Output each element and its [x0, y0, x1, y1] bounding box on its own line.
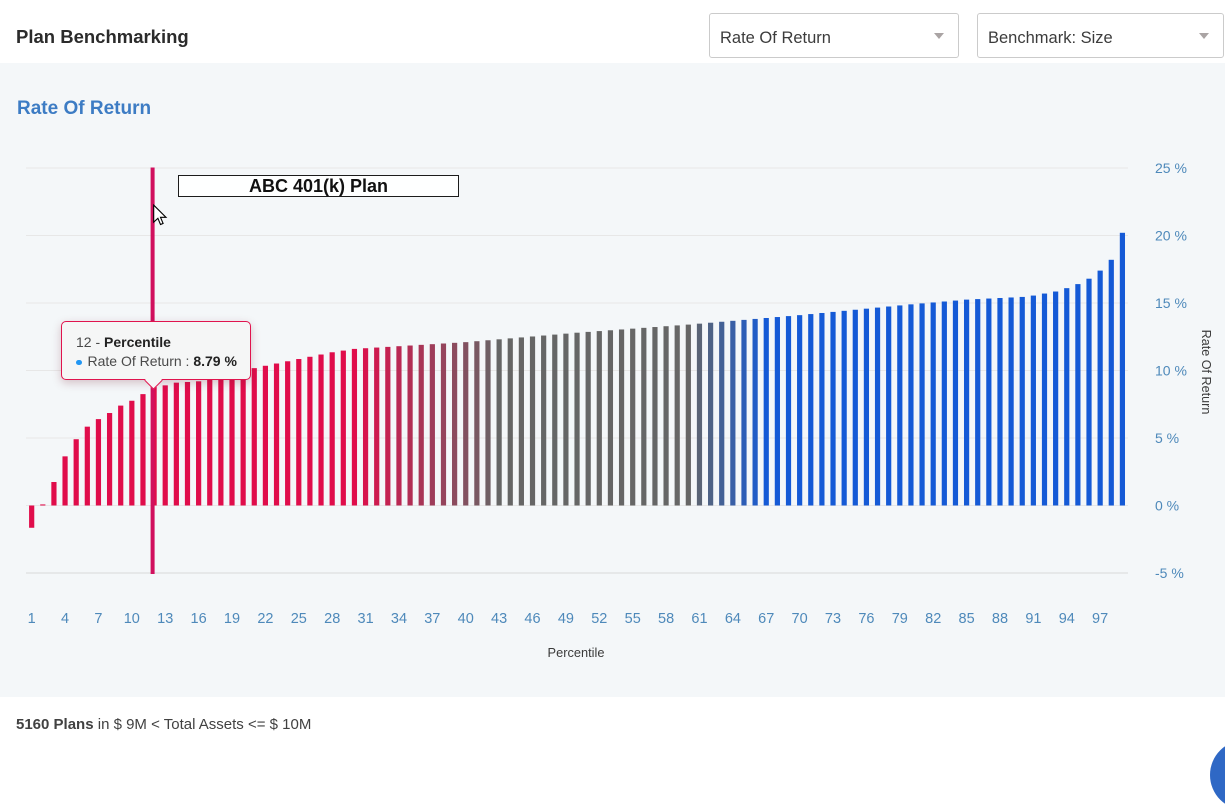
- svg-text:4: 4: [61, 611, 69, 627]
- svg-text:15 %: 15 %: [1155, 295, 1187, 311]
- svg-text:85: 85: [959, 611, 975, 627]
- svg-text:46: 46: [524, 611, 540, 627]
- svg-text:70: 70: [792, 611, 808, 627]
- svg-text:10: 10: [124, 611, 140, 627]
- svg-text:73: 73: [825, 611, 841, 627]
- svg-text:34: 34: [391, 611, 407, 627]
- svg-text:49: 49: [558, 611, 574, 627]
- svg-text:37: 37: [424, 611, 440, 627]
- svg-text:28: 28: [324, 611, 340, 627]
- svg-text:76: 76: [858, 611, 874, 627]
- svg-text:82: 82: [925, 611, 941, 627]
- svg-text:10 %: 10 %: [1155, 363, 1187, 379]
- svg-text:5 %: 5 %: [1155, 430, 1179, 446]
- svg-text:40: 40: [458, 611, 474, 627]
- svg-text:61: 61: [691, 611, 707, 627]
- svg-text:1: 1: [28, 611, 36, 627]
- svg-text:58: 58: [658, 611, 674, 627]
- svg-text:79: 79: [892, 611, 908, 627]
- svg-text:67: 67: [758, 611, 774, 627]
- svg-text:7: 7: [94, 611, 102, 627]
- svg-text:13: 13: [157, 611, 173, 627]
- svg-text:16: 16: [191, 611, 207, 627]
- svg-text:0 %: 0 %: [1155, 498, 1179, 514]
- svg-text:31: 31: [358, 611, 374, 627]
- svg-text:43: 43: [491, 611, 507, 627]
- svg-text:-5 %: -5 %: [1155, 565, 1184, 581]
- svg-text:55: 55: [625, 611, 641, 627]
- svg-text:94: 94: [1059, 611, 1075, 627]
- svg-text:88: 88: [992, 611, 1008, 627]
- svg-text:25: 25: [291, 611, 307, 627]
- svg-text:Percentile: Percentile: [548, 645, 605, 660]
- svg-text:91: 91: [1025, 611, 1041, 627]
- svg-text:52: 52: [591, 611, 607, 627]
- svg-text:64: 64: [725, 611, 741, 627]
- svg-text:25 %: 25 %: [1155, 160, 1187, 176]
- svg-text:20 %: 20 %: [1155, 228, 1187, 244]
- svg-text:97: 97: [1092, 611, 1108, 627]
- svg-text:19: 19: [224, 611, 240, 627]
- svg-text:Rate Of Return: Rate Of Return: [1199, 330, 1213, 415]
- svg-text:22: 22: [257, 611, 273, 627]
